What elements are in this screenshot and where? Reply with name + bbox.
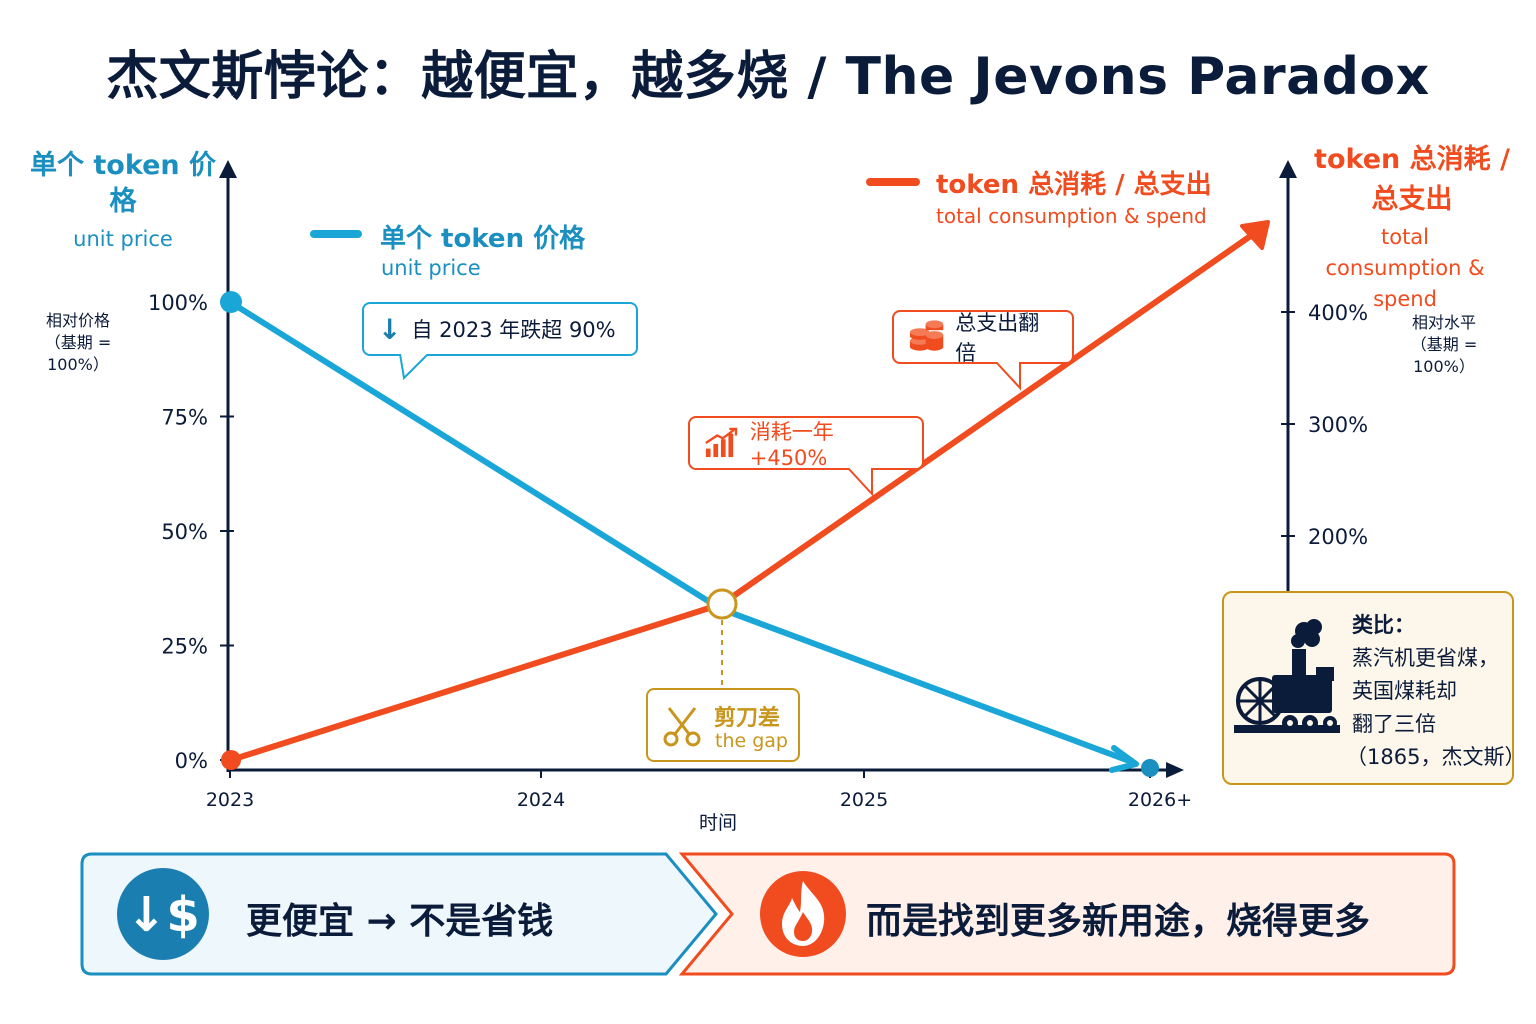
right-axis-note: 相对水平 （基期 = 100%） xyxy=(1382,312,1506,378)
callout-gap: 剪刀差 the gap xyxy=(646,688,800,762)
coins-icon xyxy=(909,320,944,351)
analogy-line2: 蒸汽机更省煤， xyxy=(1352,646,1499,670)
left-tick-label: 0% xyxy=(175,749,208,773)
consumption-series-arrowhead xyxy=(1240,220,1270,250)
callout-consumption-up: 消耗一年 +450% xyxy=(688,416,924,497)
x-axis-label: 时间 xyxy=(699,812,737,834)
legend-consumption-swatch xyxy=(866,178,920,186)
growth-chart-icon xyxy=(705,427,738,458)
callout-gap-en: the gap xyxy=(715,730,788,752)
callout-tail xyxy=(995,362,1021,391)
left-y-axis-arrow xyxy=(219,160,237,178)
price-series-arrowhead xyxy=(1109,745,1139,773)
analogy-line4: 翻了三倍 xyxy=(1352,712,1436,736)
price-start-point xyxy=(220,291,242,313)
bottom-banner-shapes: ↓$ xyxy=(80,852,1456,976)
left-tick-label: 100% xyxy=(148,291,208,315)
left-axis-title-en: unit price xyxy=(73,227,173,251)
callout-tail xyxy=(399,354,429,381)
consumption-start-point xyxy=(221,750,241,770)
right-axis-note-line2: （基期 = 100%） xyxy=(1410,335,1478,376)
x-axis-arrow xyxy=(1166,762,1184,778)
legend-price-en: unit price xyxy=(381,256,481,280)
callout-spend-double-text: 总支出翻倍 xyxy=(955,311,1040,365)
analogy-line5: （1865，杰文斯） xyxy=(1346,745,1526,769)
steam-locomotive-icon xyxy=(1234,619,1340,733)
callout-spend-double: 总支出翻倍 xyxy=(892,310,1074,391)
left-axis-note-line1: 相对价格 xyxy=(45,311,110,330)
legend-price-cn: 单个 token 价格 xyxy=(380,224,586,254)
analogy-line3: 英国煤耗却 xyxy=(1352,679,1457,703)
price-down-dollar-icon xyxy=(117,868,209,960)
left-axis-title-cn: 单个 token 价格 xyxy=(29,150,217,217)
x-tick-label: 2023 xyxy=(206,789,254,811)
callout-tail xyxy=(847,468,873,497)
svg-text:↓$: ↓$ xyxy=(126,887,200,943)
callout-price-drop-text: 自 2023 年跌超 90% xyxy=(411,318,616,342)
right-axis-note-line1: 相对水平 xyxy=(1411,313,1476,332)
analogy-line1: 类比： xyxy=(1352,613,1415,637)
analogy-box: 类比： 蒸汽机更省煤， 英国煤耗却 翻了三倍 （1865，杰文斯） xyxy=(1222,591,1525,785)
arrow-down-icon: ↓ xyxy=(378,312,402,346)
bottom-right-text: 而是找到更多新用途，烧得更多 xyxy=(866,901,1371,942)
bottom-left-panel xyxy=(80,852,718,976)
price-end-point xyxy=(1141,759,1159,777)
left-tick-label: 75% xyxy=(161,406,208,430)
analogy-text: 类比： 蒸汽机更省煤， 英国煤耗却 翻了三倍 （1865，杰文斯） xyxy=(1346,609,1525,774)
x-tick-label: 2024 xyxy=(517,789,565,811)
left-tick-label: 50% xyxy=(161,520,208,544)
left-axis-title: 单个 token 价格 xyxy=(28,148,218,220)
left-axis-note: 相对价格 （基期 = 100%） xyxy=(18,310,138,376)
right-tick-label: 300% xyxy=(1308,413,1368,437)
callout-consumption-up-text: 消耗一年 +450% xyxy=(749,420,834,470)
legend-consumption-cn: token 总消耗 / 总支出 xyxy=(936,170,1212,200)
legend-price-swatch xyxy=(310,230,362,238)
right-y-axis-arrow xyxy=(1279,160,1297,178)
bottom-right-panel xyxy=(678,852,1456,976)
x-tick-label: 2026+ xyxy=(1128,789,1192,811)
callout-price-drop: ↓ 自 2023 年跌超 90% xyxy=(362,302,638,381)
callout-gap-cn: 剪刀差 xyxy=(714,706,781,731)
left-tick-label: 25% xyxy=(161,635,208,659)
page-title: 杰文斯悖论：越便宜，越多烧 / The Jevons Paradox xyxy=(106,47,1430,107)
left-axis-note-line2: （基期 = 100%） xyxy=(44,333,112,374)
legend-consumption-en: total consumption & spend xyxy=(936,204,1207,228)
scissors-icon xyxy=(663,707,701,747)
right-tick-label: 400% xyxy=(1308,301,1368,325)
crossing-point xyxy=(706,588,738,620)
x-tick-label: 2025 xyxy=(840,789,888,811)
right-tick-label: 200% xyxy=(1308,525,1368,549)
right-axis-title-cn: token 总消耗 / 总支出 xyxy=(1314,144,1510,215)
right-axis-title-en: total consumption & spend xyxy=(1325,225,1485,311)
bottom-left-text: 更便宜 → 不是省钱 xyxy=(246,901,554,942)
right-axis-title: token 总消耗 / 总支出 xyxy=(1312,140,1512,220)
